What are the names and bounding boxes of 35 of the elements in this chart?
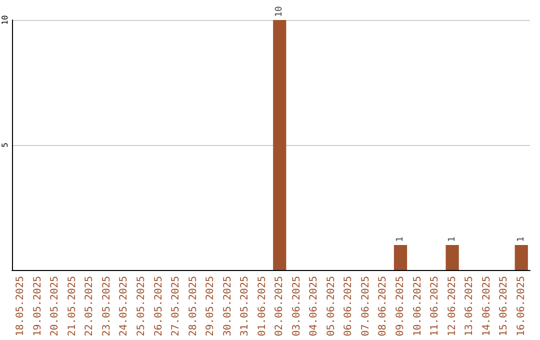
x-tick-label: 11.06.2025 xyxy=(430,276,441,336)
x-tick-label: 24.05.2025 xyxy=(118,276,130,336)
x-tick-label: 20.05.2025 xyxy=(50,276,61,336)
x-tick-label: 07.06.2025 xyxy=(360,276,372,336)
data-label: 1 xyxy=(396,236,406,242)
x-tick-label: 21.05.2025 xyxy=(66,276,78,336)
x-tick-label: 25.05.2025 xyxy=(136,276,147,336)
x-tick-label: 14.06.2025 xyxy=(481,276,492,336)
data-label: 1 xyxy=(516,236,526,242)
x-tick-label: 19.05.2025 xyxy=(32,276,44,336)
x-tick-label: 16.06.2025 xyxy=(516,276,527,336)
x-tick-label: 30.05.2025 xyxy=(222,276,234,336)
x-tick-label: 26.05.2025 xyxy=(153,276,164,336)
x-tick-label: 28.05.2025 xyxy=(188,276,199,336)
x-tick-label: 09.06.2025 xyxy=(395,276,406,336)
x-tick-label: 05.06.2025 xyxy=(326,276,337,336)
x-tick-label: 06.06.2025 xyxy=(343,276,354,336)
x-tick-label: 01.06.2025 xyxy=(256,276,268,336)
x-tick-label: 10.06.2025 xyxy=(412,276,424,336)
data-label: 10 xyxy=(274,6,285,17)
y-tick-label: 5 xyxy=(0,142,10,148)
x-tick-label: 22.05.2025 xyxy=(84,276,96,336)
x-tick-label: 27.05.2025 xyxy=(170,276,182,336)
x-tick-label: 03.06.2025 xyxy=(291,276,302,336)
x-tick-label: 15.06.2025 xyxy=(498,276,510,336)
x-tick-label: 23.05.2025 xyxy=(101,276,112,336)
x-tick-label: 02.06.2025 xyxy=(274,276,286,336)
x-tick-label: 18.05.2025 xyxy=(15,276,26,336)
x-tick-label: 31.05.2025 xyxy=(240,276,251,336)
x-tick-label: 08.06.2025 xyxy=(378,276,389,336)
x-tick-label: 13.06.2025 xyxy=(464,276,476,336)
x-tick-label: 12.06.2025 xyxy=(446,276,458,336)
x-tick-label: 04.06.2025 xyxy=(308,276,320,336)
x-tick-label: 29.05.2025 xyxy=(205,276,216,336)
data-label: 1 xyxy=(447,236,458,242)
